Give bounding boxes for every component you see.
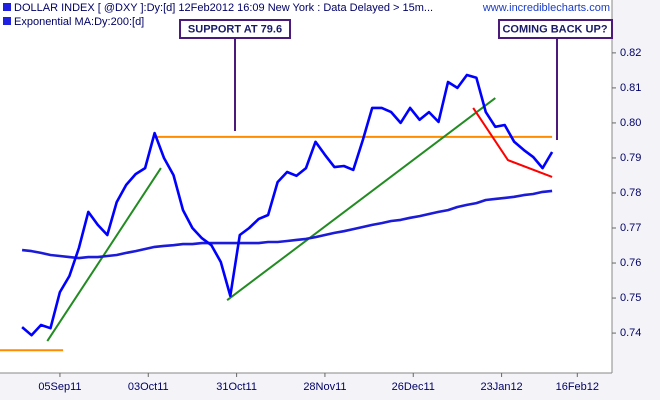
callout-text: COMING BACK UP? xyxy=(502,23,607,35)
legend-ma: Exponential MA:Dy:200:[d] xyxy=(14,16,144,28)
x-tick-label: 26Dec11 xyxy=(392,381,435,393)
y-tick-label: 0.80 xyxy=(620,117,641,129)
legend-price: DOLLAR INDEX [ @DXY ]:Dy:[d] 12Feb2012 1… xyxy=(14,2,433,14)
x-tick-label: 16Feb12 xyxy=(556,381,599,393)
y-tick-label: 0.78 xyxy=(620,187,641,199)
marks xyxy=(0,73,554,352)
callout-text: SUPPORT AT 79.6 xyxy=(188,23,282,35)
y-tick-label: 0.77 xyxy=(620,222,641,234)
legend-icon xyxy=(3,17,11,25)
plot-area xyxy=(0,0,612,373)
x-tick-label: 23Jan12 xyxy=(480,381,522,393)
series-line xyxy=(21,73,554,337)
x-tick-label: 05Sep11 xyxy=(38,381,81,393)
legend-icon xyxy=(3,3,11,11)
y-tick-label: 0.76 xyxy=(620,257,641,269)
trend-line xyxy=(46,167,162,342)
watermark: www.incrediblecharts.com xyxy=(482,2,610,14)
y-tick-label: 0.81 xyxy=(620,82,641,94)
y-tick-label: 0.74 xyxy=(620,327,641,339)
y-tick-label: 0.82 xyxy=(620,47,641,59)
x-tick-label: 28Nov11 xyxy=(303,381,346,393)
trend-line xyxy=(226,97,496,301)
series-line xyxy=(21,189,553,260)
callout-box xyxy=(498,19,613,39)
trend-line xyxy=(472,107,553,178)
callout-box xyxy=(179,19,291,39)
x-tick-label: 31Oct11 xyxy=(216,381,257,393)
y-tick-label: 0.75 xyxy=(620,292,641,304)
x-tick-label: 03Oct11 xyxy=(128,381,169,393)
y-tick-label: 0.79 xyxy=(620,152,641,164)
